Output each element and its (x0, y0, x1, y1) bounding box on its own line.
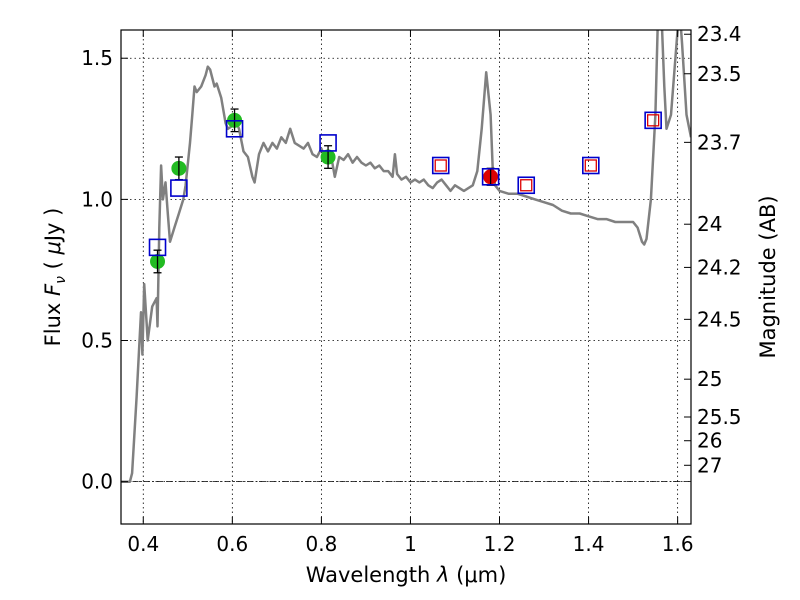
model-photometry-marker (170, 179, 188, 197)
y2-axis-label: Magnitude (AB) (756, 195, 780, 358)
model-spectrum-line (121, 30, 691, 483)
model-photometry-marker (517, 176, 536, 195)
grid-layer (121, 30, 691, 524)
y2-tick-label: 24 (697, 212, 722, 236)
model-photometry-marker (582, 156, 600, 175)
model-photometry-marker (225, 120, 244, 138)
model-photometry-marker (644, 111, 662, 130)
upper-limit-marker (646, 114, 660, 127)
tick-layer (121, 30, 691, 524)
model-photometry-marker (148, 238, 167, 257)
x-tick-label: 1.6 (662, 532, 694, 556)
x-tick-label: 1 (404, 532, 417, 556)
x-tick-label: 1.4 (573, 532, 605, 556)
upper-limit-marker (584, 159, 597, 172)
model-spectrum-layer (121, 30, 691, 483)
y2-tick-label: 23.5 (697, 62, 742, 86)
y2-tick-label: 24.5 (697, 307, 742, 331)
y-tick-label: 1.0 (81, 187, 113, 211)
y2-tick-label: 25.5 (697, 405, 742, 429)
y2-tick-label: 23.4 (697, 22, 742, 46)
model-photometry-marker (319, 134, 337, 152)
upper-limit-marker (434, 159, 447, 172)
x-tick-label: 0.6 (216, 532, 248, 556)
upper-limit-marker (520, 179, 533, 192)
model-photometry-marker (431, 156, 450, 175)
y2-tick-label: 23.7 (697, 130, 742, 154)
y2-tick-label: 27 (697, 453, 722, 477)
x-tick-label: 0.8 (305, 532, 337, 556)
x-tick-label: 1.2 (484, 532, 516, 556)
y2-tick-label: 26 (697, 429, 722, 453)
y-axis-label: Flux Fν ( μJy ) (41, 208, 69, 347)
tick-label-layer: 0.4 0.6 0.8 1 1.2 1.4 1.6 0.0 0.5 1.0 1.5 23.4 23.5 2… (81, 22, 741, 556)
y-tick-label: 0.0 (81, 470, 113, 494)
x-axis-label: Wavelength λ (μm) (306, 563, 507, 587)
x-tick-label: 0.4 (127, 532, 159, 556)
y2-tick-label: 24.2 (697, 255, 742, 279)
y2-tick-label: 25 (697, 367, 722, 391)
y-tick-label: 0.5 (81, 329, 113, 353)
photometry-layer (148, 108, 662, 274)
plot-frame (120, 29, 692, 525)
y-tick-label: 1.5 (81, 46, 113, 70)
model-photometry-marker (481, 167, 500, 186)
